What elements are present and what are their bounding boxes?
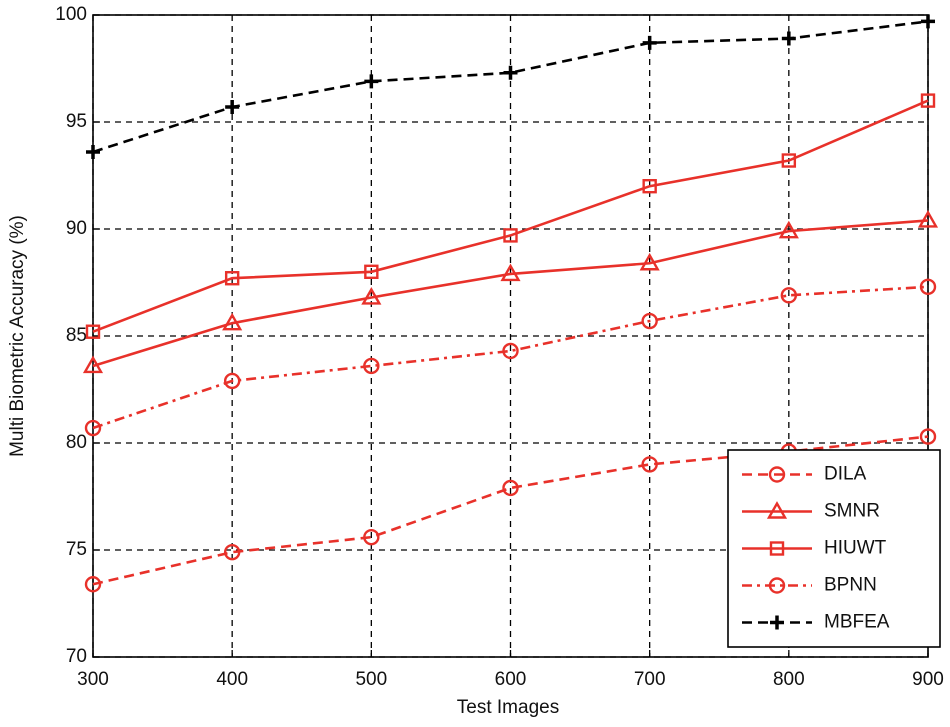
marker (361, 287, 382, 305)
x-tick-label: 400 (216, 669, 248, 690)
y-tick-label: 75 (66, 539, 87, 560)
x-tick-label: 900 (912, 669, 944, 690)
legend-marker (766, 501, 788, 519)
marker (642, 178, 657, 194)
marker (82, 355, 104, 374)
y-tick-label: 85 (66, 325, 87, 346)
legend-marker (770, 615, 784, 630)
marker (642, 35, 657, 50)
marker (222, 312, 243, 331)
legend: DILA SMNR HIUWT BPNN MBFEA (727, 449, 941, 648)
legend-label: SMNR (824, 501, 880, 522)
legend-label: HIUWT (824, 538, 887, 559)
legend-label: DILA (824, 464, 867, 485)
legend-marker (768, 577, 786, 594)
marker (641, 456, 658, 473)
marker (223, 543, 241, 561)
series-line (92, 219, 929, 368)
marker (84, 419, 102, 437)
marker (780, 287, 798, 304)
marker (84, 576, 102, 593)
legend-label: BPNN (824, 575, 877, 596)
marker (363, 528, 380, 546)
x-axis-label: Test Images (457, 697, 559, 718)
x-tick-label: 500 (355, 669, 387, 690)
marker (364, 264, 379, 279)
marker (85, 324, 101, 339)
marker (917, 210, 939, 228)
legend-marker (769, 541, 785, 556)
y-tick-label: 95 (66, 111, 87, 132)
marker (502, 479, 519, 497)
marker (503, 228, 518, 243)
series-line (92, 285, 929, 430)
plot-frame (92, 14, 929, 658)
y-tick-label: 70 (66, 646, 87, 667)
marker (363, 357, 380, 375)
y-tick-label: 100 (55, 4, 87, 25)
marker (778, 220, 799, 239)
y-tick-label: 80 (66, 432, 87, 453)
marker (921, 14, 935, 29)
x-tick-label: 800 (773, 669, 805, 690)
x-tick-label: 300 (77, 669, 109, 690)
marker (225, 100, 240, 115)
legend-marker (768, 466, 786, 483)
marker (639, 252, 660, 271)
marker (223, 372, 241, 390)
marker (920, 93, 936, 108)
marker (781, 31, 796, 46)
marker (86, 144, 100, 159)
y-tick-label: 90 (66, 218, 87, 239)
series-line (92, 99, 929, 333)
marker (364, 74, 379, 89)
marker (503, 65, 518, 80)
x-tick-label: 700 (634, 669, 666, 690)
y-axis-label: Multi Biometric Accuracy (%) (7, 215, 28, 457)
marker (919, 278, 937, 295)
legend-label: MBFEA (824, 612, 890, 633)
marker (224, 271, 240, 286)
marker (641, 312, 658, 330)
marker (919, 428, 937, 445)
marker (502, 342, 519, 360)
marker (500, 263, 521, 282)
marker (781, 153, 797, 168)
x-tick-label: 600 (495, 669, 527, 690)
